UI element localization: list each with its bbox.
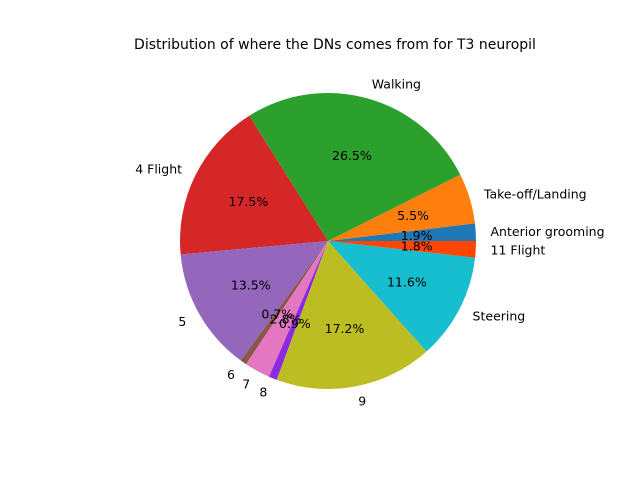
slice-label-9: 9 <box>358 393 366 408</box>
percent-label-walking: 26.5% <box>332 148 372 163</box>
slice-labels: Anterior grooming Take-off/Landing Walking… <box>135 77 604 409</box>
pie-slice-anterior-grooming <box>328 223 476 241</box>
percent-label-steering: 11.6% <box>387 274 427 289</box>
slice-label-4-flight: 4 Flight <box>135 161 182 176</box>
slice-label-5: 5 <box>178 314 186 329</box>
slice-label-8: 8 <box>259 385 267 400</box>
slice-label-walking: Walking <box>372 77 421 92</box>
percent-label-anterior-grooming: 1.9% <box>401 228 433 243</box>
pie-slice-take-off-landing <box>328 174 475 241</box>
slice-label-11-flight: 11 Flight <box>491 243 546 258</box>
pie-slice-6 <box>240 241 328 365</box>
slice-label-anterior-grooming: Anterior grooming <box>491 224 605 239</box>
percent-label-9: 17.2% <box>325 321 365 336</box>
slice-label-6: 6 <box>227 367 235 382</box>
pie-slice-walking <box>249 92 461 242</box>
percent-label-take-off-landing: 5.5% <box>397 208 429 223</box>
percent-label-11-flight: 1.8% <box>401 239 433 254</box>
pie-slices <box>180 92 476 389</box>
pie-slice-7 <box>246 241 328 377</box>
pie-slice-steering <box>328 241 476 352</box>
pie-slice-8 <box>268 241 328 380</box>
pie-slice-5 <box>180 241 328 361</box>
percent-label-5: 13.5% <box>231 277 271 292</box>
slice-label-take-off-landing: Take-off/Landing <box>483 187 587 202</box>
percent-label-4-flight: 17.5% <box>229 194 269 209</box>
slice-label-7: 7 <box>242 376 250 391</box>
percent-labels: 1.9% 5.5% 26.5% 17.5% 13.5% 0.7%2.8%0.9% 17.2%… <box>229 148 433 336</box>
chart-title: Distribution of where the DNs comes from… <box>134 37 536 53</box>
pie-slice-4-flight <box>180 115 328 255</box>
pie-slice-11-flight <box>328 241 476 258</box>
percent-label-7: 2.8% <box>270 312 302 327</box>
slice-label-steering: Steering <box>473 308 526 323</box>
percent-label-6: 0.7% <box>261 306 293 321</box>
percent-label-8: 0.9% <box>279 316 311 331</box>
pie-slice-9 <box>276 241 427 389</box>
